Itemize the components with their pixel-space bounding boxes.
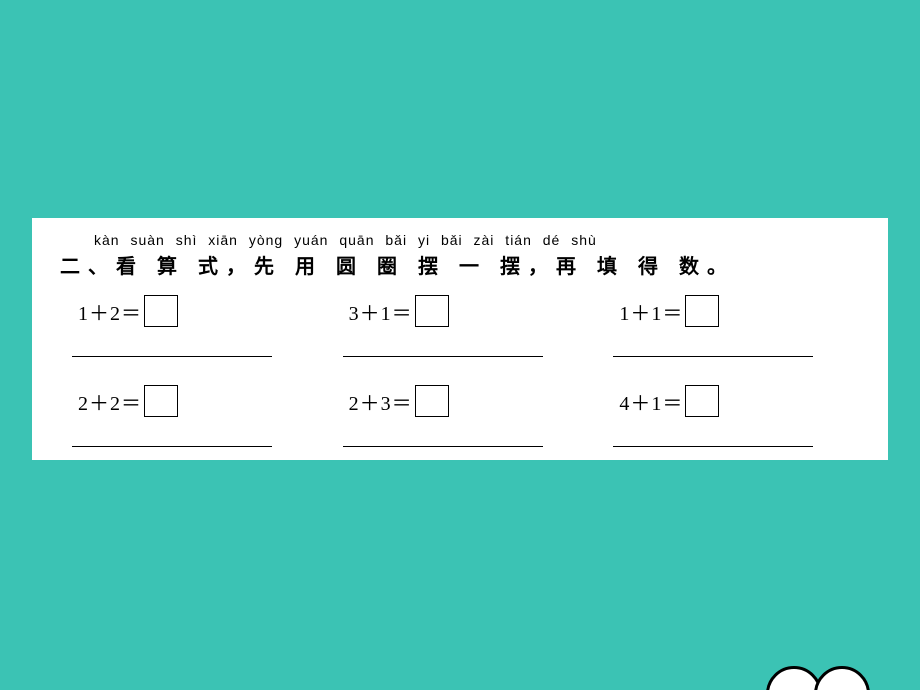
problem: 4＋1＝	[619, 383, 850, 447]
equation: 1＋1＝	[619, 293, 850, 329]
work-line	[343, 425, 543, 447]
problems-grid: 1＋2＝ 3＋1＝ 1＋1＝ 2＋2＝	[60, 293, 860, 447]
equation: 4＋1＝	[619, 383, 850, 419]
expression-text: 1＋2＝	[78, 297, 142, 326]
problem: 2＋3＝	[349, 383, 580, 447]
problem: 3＋1＝	[349, 293, 580, 357]
equation: 1＋2＝	[78, 293, 309, 329]
cloud-bump-icon	[766, 666, 822, 690]
expression-text: 2＋2＝	[78, 387, 142, 416]
instruction-text: 二、看 算 式，先 用 圆 圈 摆 一 摆，再 填 得 数。	[60, 250, 860, 279]
work-line	[72, 335, 272, 357]
pinyin-text: kàn suàn shì xiān yòng yuán quān bǎi yi …	[94, 232, 860, 248]
expression-text: 3＋1＝	[349, 297, 413, 326]
decorative-character	[760, 666, 880, 690]
expression-text: 4＋1＝	[619, 387, 683, 416]
problem: 1＋1＝	[619, 293, 850, 357]
answer-box[interactable]	[415, 385, 449, 417]
cloud-bump-icon	[814, 666, 870, 690]
work-line	[613, 425, 813, 447]
answer-box[interactable]	[415, 295, 449, 327]
expression-text: 1＋1＝	[619, 297, 683, 326]
equation: 3＋1＝	[349, 293, 580, 329]
work-line	[613, 335, 813, 357]
answer-box[interactable]	[685, 385, 719, 417]
worksheet-panel: kàn suàn shì xiān yòng yuán quān bǎi yi …	[32, 218, 888, 460]
equation: 2＋3＝	[349, 383, 580, 419]
answer-box[interactable]	[144, 295, 178, 327]
problem: 2＋2＝	[78, 383, 309, 447]
work-line	[72, 425, 272, 447]
equation: 2＋2＝	[78, 383, 309, 419]
expression-text: 2＋3＝	[349, 387, 413, 416]
work-line	[343, 335, 543, 357]
problem: 1＋2＝	[78, 293, 309, 357]
answer-box[interactable]	[144, 385, 178, 417]
answer-box[interactable]	[685, 295, 719, 327]
